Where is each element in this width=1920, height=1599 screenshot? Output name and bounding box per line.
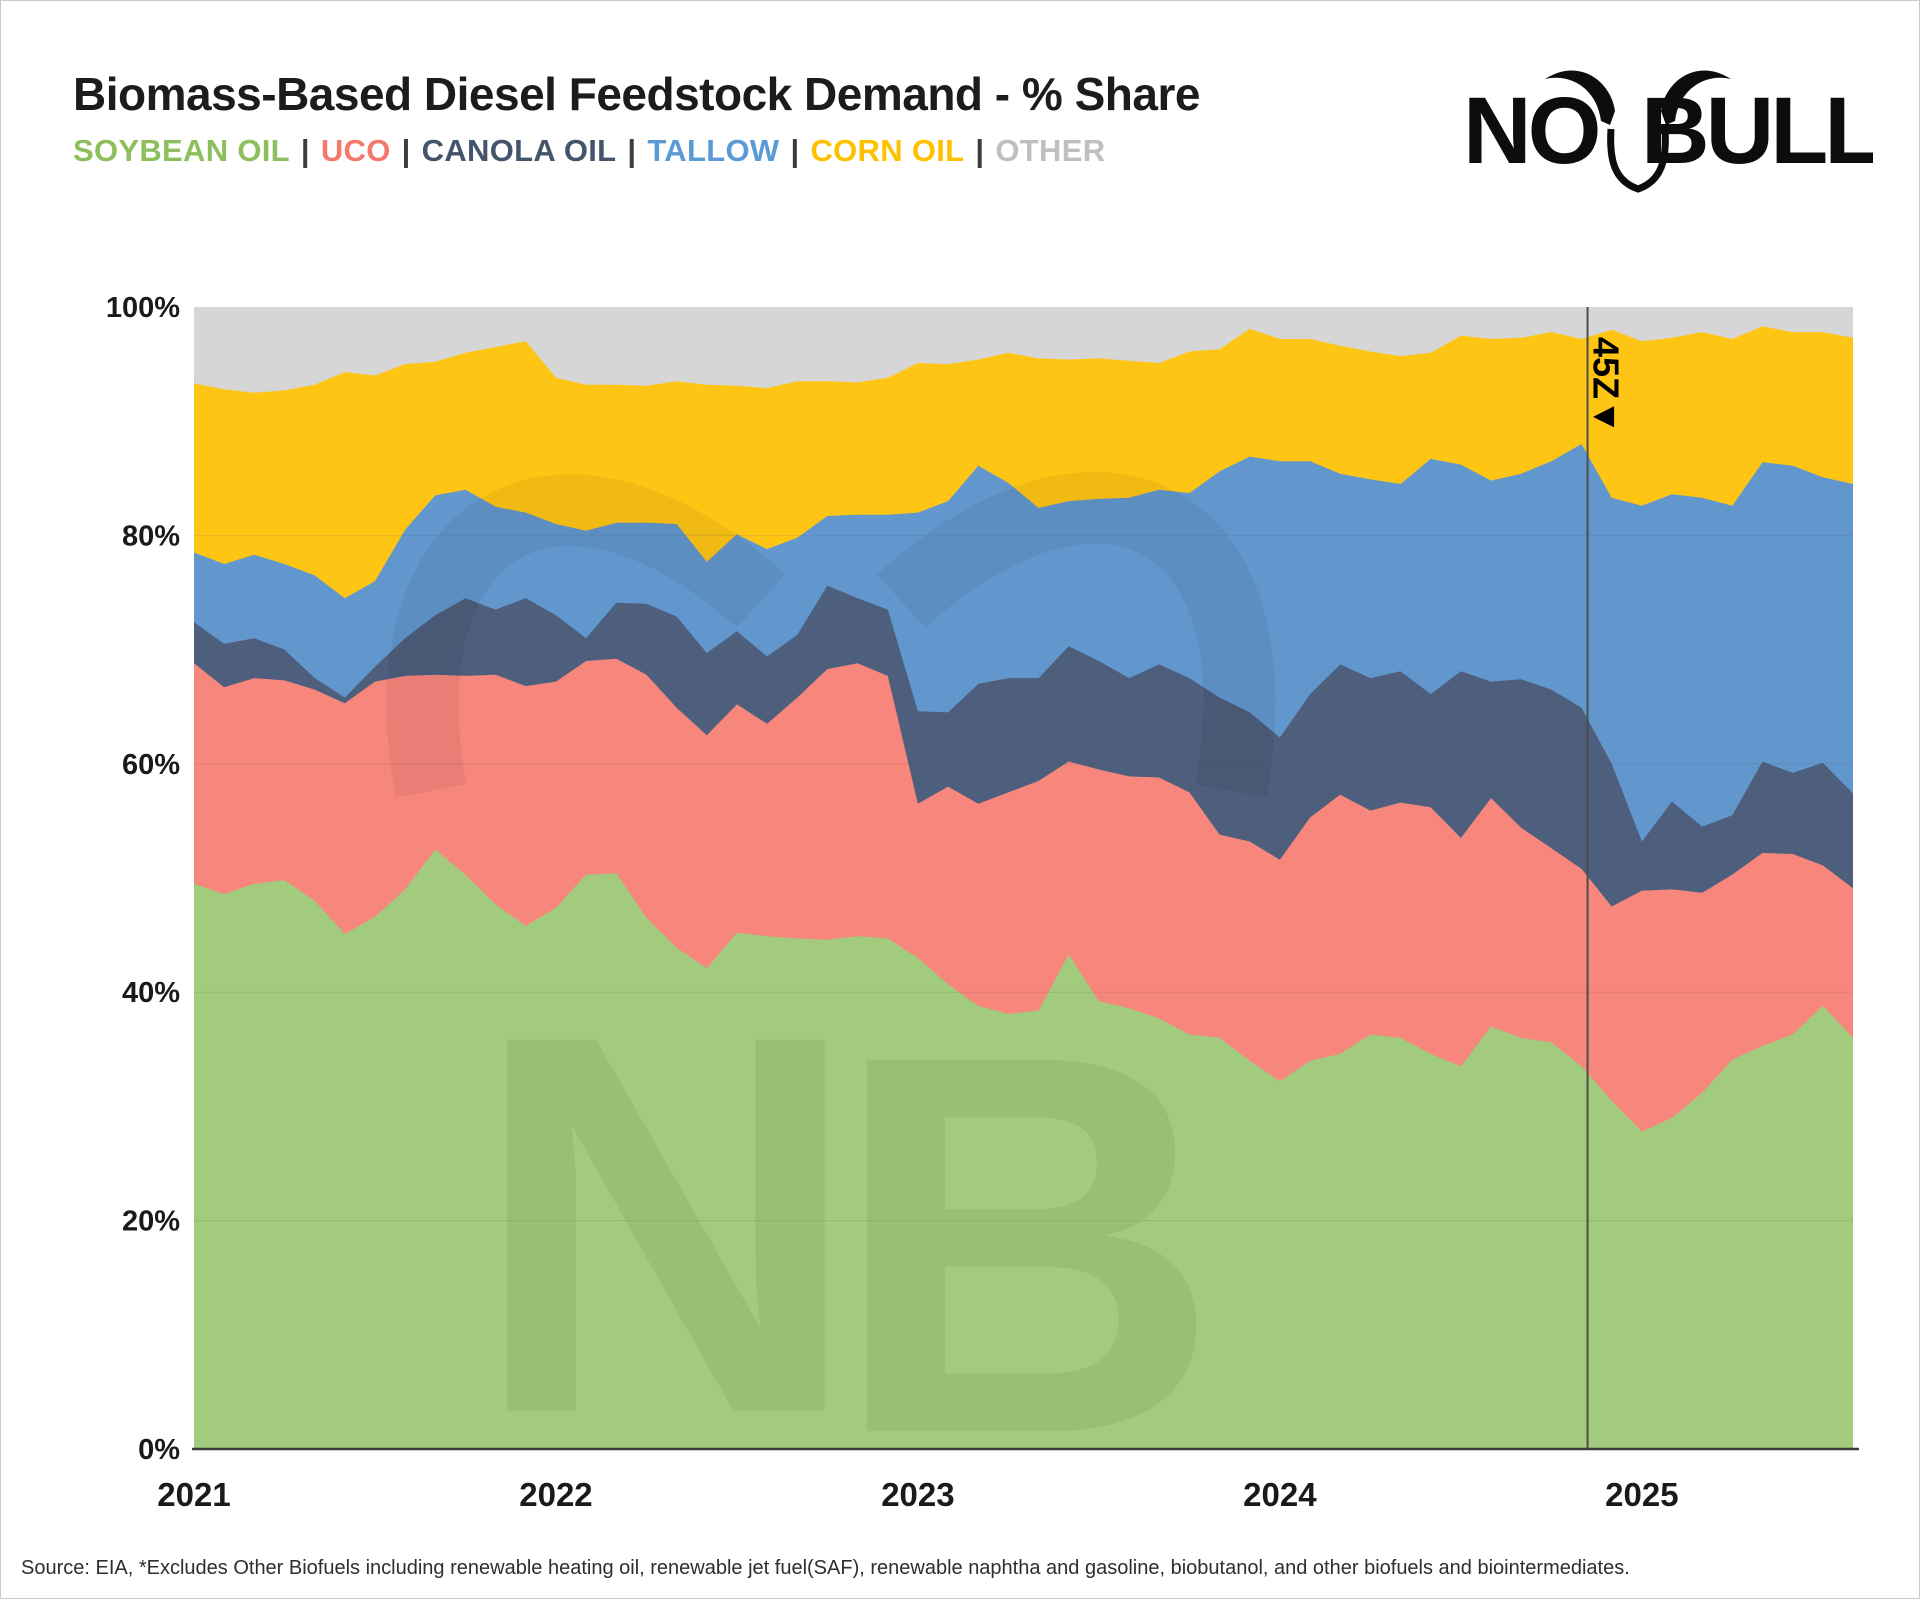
watermark-letter-b: B bbox=[831, 943, 1221, 1546]
x-tick-2025: 2025 bbox=[1605, 1476, 1678, 1513]
legend-item-other: OTHER bbox=[995, 133, 1106, 168]
legend-separator: | bbox=[975, 133, 985, 168]
watermark-horn-right bbox=[876, 471, 1276, 798]
x-tick-2023: 2023 bbox=[881, 1476, 954, 1513]
y-tick-40: 40% bbox=[122, 977, 180, 1009]
legend-item-uco: UCO bbox=[320, 133, 391, 168]
y-tick-0: 0% bbox=[138, 1434, 180, 1466]
legend-item-tallow: TALLOW bbox=[647, 133, 780, 168]
y-tick-60: 60% bbox=[122, 749, 180, 781]
nobull-logo: NO BULL bbox=[1463, 67, 1884, 207]
watermark-letter-n: N bbox=[471, 923, 861, 1526]
annotation-45z-label: 45Z▼ bbox=[1586, 337, 1627, 435]
legend-item-soybean-oil: SOYBEAN OIL bbox=[73, 133, 290, 168]
legend-separator: | bbox=[401, 133, 411, 168]
y-tick-20: 20% bbox=[122, 1206, 180, 1238]
bull-jaw-icon bbox=[1607, 128, 1669, 193]
page-title: Biomass-Based Diesel Feedstock Demand - … bbox=[73, 68, 1200, 120]
bull-horn-left-icon bbox=[1545, 70, 1615, 125]
x-tick-2021: 2021 bbox=[157, 1476, 230, 1513]
legend-item-canola-oil: CANOLA OIL bbox=[421, 133, 617, 168]
bull-horn-right-icon bbox=[1661, 70, 1731, 125]
source-note: Source: EIA, *Excludes Other Biofuels in… bbox=[21, 1557, 1630, 1579]
y-tick-80: 80% bbox=[122, 520, 180, 552]
legend-item-corn-oil: CORN OIL bbox=[810, 133, 965, 168]
legend-separator: | bbox=[627, 133, 637, 168]
watermark-horn-left bbox=[386, 474, 786, 798]
legend-separator: | bbox=[300, 133, 310, 168]
x-tick-2022: 2022 bbox=[519, 1476, 592, 1513]
nobull-logo-graphic: NO BULL bbox=[1463, 70, 1884, 193]
logo-text-no: NO bbox=[1463, 78, 1598, 184]
watermark-logo: NB bbox=[386, 471, 1276, 1546]
legend: SOYBEAN OIL | UCO | CANOLA OIL | TALLOW | CORN O… bbox=[73, 133, 1105, 169]
x-tick-2024: 2024 bbox=[1243, 1476, 1317, 1513]
legend-separator: | bbox=[790, 133, 800, 168]
y-tick-100: 100% bbox=[106, 292, 180, 324]
series-area-soybean-oil bbox=[194, 849, 1853, 1449]
